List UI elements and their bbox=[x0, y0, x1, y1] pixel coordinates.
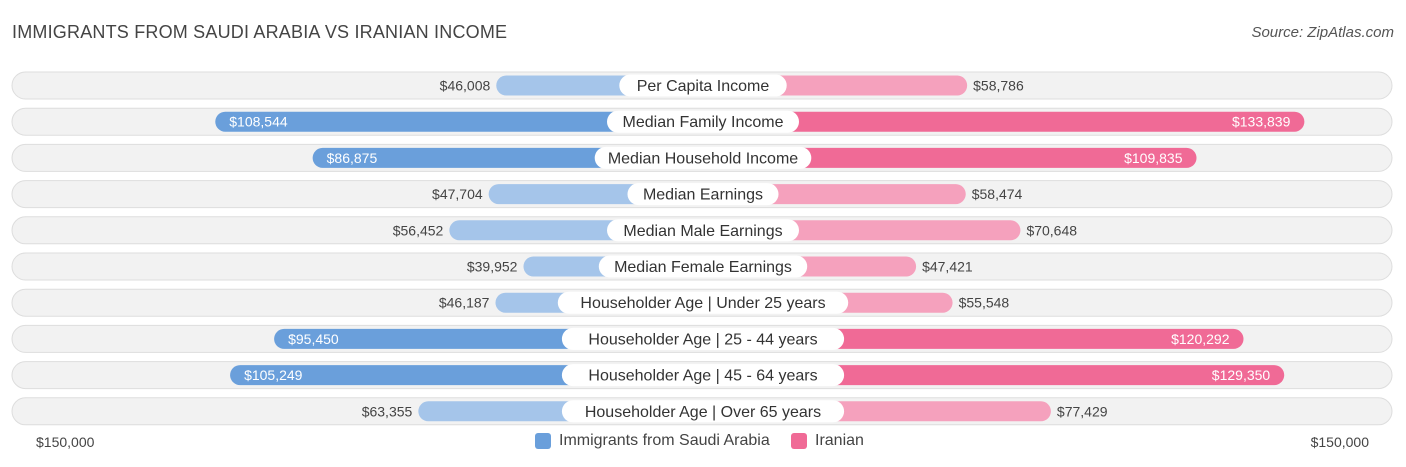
category-label: Per Capita Income bbox=[637, 78, 770, 95]
legend-item-iranian[interactable]: Iranian bbox=[791, 432, 864, 450]
value-label-saudi: $86,875 bbox=[327, 150, 378, 166]
category-label: Householder Age | 45 - 64 years bbox=[588, 368, 817, 385]
bar-iranian bbox=[703, 147, 1197, 168]
value-label-iranian: $47,421 bbox=[922, 259, 973, 275]
category-label: Median Female Earnings bbox=[614, 259, 792, 276]
category-label: Median Household Income bbox=[608, 150, 798, 167]
category-pill bbox=[627, 183, 779, 206]
value-label-iranian: $129,350 bbox=[1212, 367, 1271, 383]
value-label-saudi: $47,704 bbox=[432, 186, 483, 202]
legend-item-saudi[interactable]: Immigrants from Saudi Arabia bbox=[535, 432, 770, 450]
chart-title: IMMIGRANTS FROM SAUDI ARABIA VS IRANIAN … bbox=[12, 22, 508, 42]
category-pill bbox=[607, 219, 799, 242]
legend-label-saudi: Immigrants from Saudi Arabia bbox=[559, 432, 770, 449]
category-pill bbox=[561, 327, 845, 350]
source-note: Source: ZipAtlas.com bbox=[1251, 24, 1394, 41]
category-pill bbox=[594, 146, 812, 169]
value-label-iranian: $55,548 bbox=[959, 295, 1010, 311]
axis-right-label: $150,000 bbox=[1310, 434, 1369, 450]
axis-left-label: $150,000 bbox=[36, 434, 95, 450]
value-label-iranian: $70,648 bbox=[1026, 222, 1077, 238]
category-label: Householder Age | Over 65 years bbox=[585, 404, 821, 421]
value-label-iranian: $58,474 bbox=[972, 186, 1023, 202]
value-label-iranian: $120,292 bbox=[1171, 331, 1230, 347]
category-label: Median Earnings bbox=[643, 187, 763, 204]
category-pill bbox=[561, 364, 845, 387]
value-label-saudi: $105,249 bbox=[244, 367, 303, 383]
category-label: Householder Age | 25 - 44 years bbox=[588, 331, 817, 348]
value-label-iranian: $133,839 bbox=[1232, 114, 1291, 130]
category-label: Median Family Income bbox=[623, 114, 784, 131]
category-label: Median Male Earnings bbox=[623, 223, 782, 240]
category-pill bbox=[557, 291, 849, 314]
value-label-iranian: $58,786 bbox=[973, 78, 1024, 94]
value-label-saudi: $56,452 bbox=[393, 222, 444, 238]
value-label-saudi: $46,008 bbox=[440, 78, 491, 94]
value-label-iranian: $77,429 bbox=[1057, 403, 1108, 419]
value-label-saudi: $39,952 bbox=[467, 259, 518, 275]
value-label-saudi: $46,187 bbox=[439, 295, 490, 311]
value-label-saudi: $108,544 bbox=[229, 114, 288, 130]
legend-swatch-iranian bbox=[791, 433, 807, 449]
legend-label-iranian: Iranian bbox=[815, 432, 864, 449]
legend: Immigrants from Saudi Arabia Iranian bbox=[0, 432, 1406, 454]
value-label-iranian: $109,835 bbox=[1124, 150, 1183, 166]
category-pill bbox=[607, 110, 799, 133]
value-label-saudi: $63,355 bbox=[362, 403, 413, 419]
legend-swatch-saudi bbox=[535, 433, 551, 449]
value-label-saudi: $95,450 bbox=[288, 331, 339, 347]
bar-iranian bbox=[703, 365, 1285, 386]
category-pill bbox=[561, 400, 845, 423]
category-pill bbox=[619, 74, 787, 97]
bar-saudi bbox=[215, 111, 703, 132]
diverging-bar-chart: $46,008 $58,786 Per Capita Income $108,544 $… bbox=[11, 71, 1393, 426]
category-pill bbox=[598, 255, 808, 278]
bar-iranian bbox=[703, 111, 1305, 132]
category-label: Householder Age | Under 25 years bbox=[580, 295, 825, 312]
